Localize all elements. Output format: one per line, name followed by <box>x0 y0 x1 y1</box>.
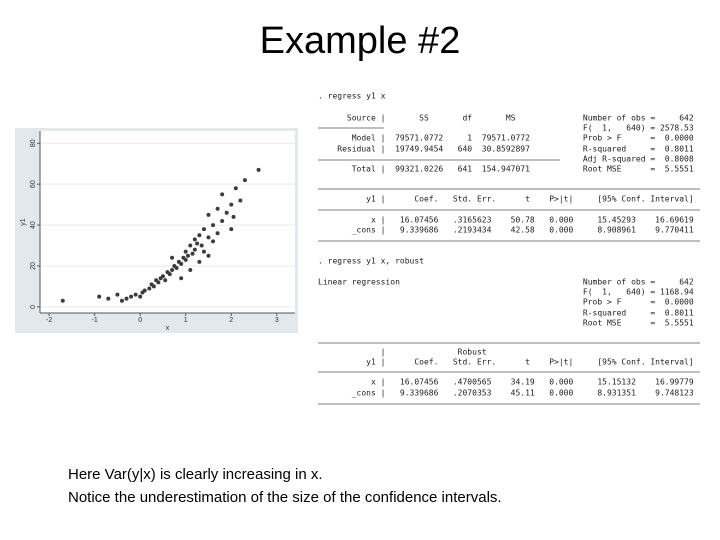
y-tick-label: 60 <box>30 180 37 188</box>
x-tick-label: 0 <box>138 317 142 324</box>
data-point <box>147 286 152 291</box>
data-point <box>211 239 216 244</box>
output-line: Linear regression Number of obs = 642 <box>318 278 694 287</box>
output-line: Root MSE = 5.5551 <box>318 319 694 328</box>
data-point <box>206 235 211 240</box>
data-point <box>133 292 138 297</box>
data-point <box>124 296 129 301</box>
data-point <box>238 198 243 203</box>
slide-title: Example #2 <box>259 20 461 62</box>
data-point <box>192 247 197 252</box>
data-point <box>256 167 261 172</box>
data-point <box>142 288 147 293</box>
data-point <box>220 218 225 223</box>
data-point <box>224 210 229 215</box>
data-point <box>156 280 161 285</box>
output-line: _cons | 9.339686 .2193434 42.58 0.000 8.… <box>318 226 694 235</box>
data-point <box>170 255 175 260</box>
data-point <box>229 227 234 232</box>
y-tick-label: 40 <box>30 221 37 229</box>
output-line: . regress y1 x, robust <box>318 257 424 266</box>
output-line: x | 16.07456 .4700565 34.19 0.000 15.151… <box>318 378 694 387</box>
output-line: Prob > F = 0.0000 <box>318 298 694 307</box>
data-point <box>211 223 216 228</box>
x-tick-label: 1 <box>184 317 188 324</box>
data-point <box>215 231 220 236</box>
data-point <box>163 278 168 283</box>
output-line: . regress y1 x <box>318 92 386 101</box>
output-line: Residual | 19749.9454 640 30.8592897 R-s… <box>318 145 694 154</box>
data-point <box>197 259 202 264</box>
y-axis-label: y1 <box>20 218 27 226</box>
data-point <box>195 241 200 246</box>
y-tick-label: 80 <box>30 139 37 147</box>
y-tick-label: 0 <box>30 305 37 309</box>
y-tick-label: 20 <box>30 262 37 270</box>
data-point <box>201 249 206 254</box>
note: Notice the underestimation of the size o… <box>68 489 502 506</box>
data-point <box>206 253 211 258</box>
x-tick-label: -2 <box>46 317 52 324</box>
output-line: Source | SS df MS Number of obs = 642 <box>318 114 694 123</box>
data-point <box>201 227 206 232</box>
data-point <box>192 237 197 242</box>
output-line: _cons | 9.339686 .2070353 45.11 0.000 8.… <box>318 389 694 398</box>
data-point <box>115 292 120 297</box>
output-line: x | 16.07456 .3165623 50.78 0.000 15.452… <box>318 216 694 225</box>
data-point <box>197 233 202 238</box>
data-point <box>174 266 179 271</box>
output-line: F( 1, 640) = 1168.94 <box>318 288 694 297</box>
data-point <box>129 294 134 299</box>
x-tick-label: 3 <box>275 317 279 324</box>
x-tick-label: -1 <box>92 317 98 324</box>
data-point <box>220 192 225 197</box>
data-point <box>231 214 236 219</box>
data-point <box>119 298 124 303</box>
data-point <box>151 284 156 289</box>
data-point <box>188 243 193 248</box>
data-point <box>185 253 190 258</box>
x-axis-label: x <box>166 325 170 332</box>
output-line: Model | 79571.0772 1 79571.0772 Prob > F… <box>318 134 694 143</box>
data-point <box>106 296 111 301</box>
data-point <box>60 298 65 303</box>
data-point <box>97 294 102 299</box>
data-point <box>242 178 247 183</box>
data-point <box>233 186 238 191</box>
data-point <box>215 206 220 211</box>
data-point <box>206 212 211 217</box>
data-point <box>229 202 234 207</box>
output-line: R-squared = 0.8011 <box>318 309 694 318</box>
data-point <box>170 268 175 273</box>
plot-area <box>40 131 295 313</box>
data-point <box>188 268 193 273</box>
data-point <box>179 261 184 266</box>
output-line: y1 | Coef. Std. Err. t P>|t| [95% Conf. … <box>318 195 694 204</box>
data-point <box>138 294 143 299</box>
data-point <box>183 257 188 262</box>
output-line: F( 1, 640) = 2578.53 <box>318 124 694 133</box>
data-point <box>199 243 204 248</box>
data-point <box>179 276 184 281</box>
data-point <box>183 249 188 254</box>
data-point <box>160 274 165 279</box>
data-point <box>190 251 195 256</box>
output-line: Total | 99321.0226 641 154.947071 Root M… <box>318 165 694 174</box>
output-line: y1 | Coef. Std. Err. t P>|t| [95% Conf. … <box>318 358 694 367</box>
data-point <box>167 272 172 277</box>
x-tick-label: 2 <box>229 317 233 324</box>
note: Here Var(y|x) is clearly increasing in x… <box>68 466 323 483</box>
output-line: Adj R-squared = 0.8008 <box>318 155 694 164</box>
output-line: | Robust <box>318 348 487 357</box>
